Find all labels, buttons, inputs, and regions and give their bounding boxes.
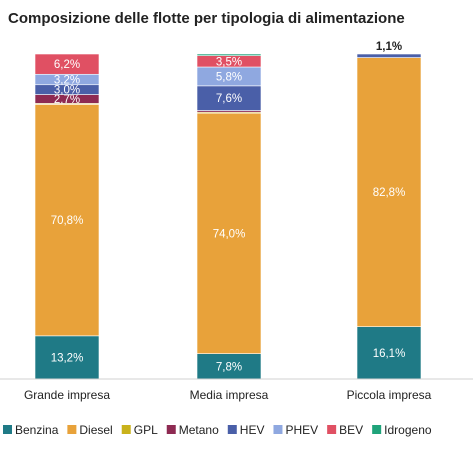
legend-item-phev: PHEV (273, 423, 318, 437)
legend-label-bev: BEV (339, 423, 363, 437)
legend-label-diesel: Diesel (79, 423, 112, 437)
x-tick-label-media-impresa: Media impresa (190, 388, 269, 402)
data-label-grande-impresa-benzina: 13,2% (51, 352, 84, 364)
bars-group: 13,2% 70,8% 2,7%3,0%3,2% 6,2% 7,8% 74,0% 7,6% 5… (34, 41, 422, 380)
bar-media-impresa-hev (196, 85, 262, 111)
legend-swatch-diesel (67, 425, 77, 434)
data-label-grande-impresa-bev: 6,2% (54, 59, 80, 71)
legend-label-gpl: GPL (134, 423, 158, 437)
data-label-media-impresa-phev: 5,8% (216, 71, 242, 83)
data-label-media-impresa-diesel: 74,0% (213, 228, 246, 240)
data-label-piccola-impresa-hev: 1,1% (376, 41, 402, 53)
x-tick-label-piccola-impresa: Piccola impresa (347, 388, 432, 402)
legend-label-hev: HEV (240, 423, 265, 437)
legend-swatch-phev (273, 425, 283, 434)
data-label-grande-impresa-hev: 3,0% (54, 85, 80, 97)
chart-title: Composizione delle flotte per tipologia … (8, 10, 405, 27)
bar-piccola-impresa-diesel (356, 57, 422, 327)
data-label-media-impresa-benzina: 7,8% (216, 361, 242, 373)
data-label-grande-impresa-diesel: 70,8% (51, 215, 84, 227)
legend-item-gpl: GPL (121, 423, 158, 437)
legend-label-phev: PHEV (285, 423, 318, 437)
legend-swatch-idrogeno (372, 425, 382, 434)
bar-media-impresa-diesel (196, 112, 262, 354)
bar-piccola-impresa-hev (356, 53, 422, 58)
data-label-grande-impresa-phev: 3,2% (54, 75, 80, 87)
bar-grande-impresa-bev (34, 53, 100, 75)
legend-label-metano: Metano (179, 423, 219, 437)
legend-swatch-metano (166, 425, 176, 434)
legend-swatch-bev (327, 425, 337, 434)
legend-swatch-benzina (3, 425, 12, 434)
legend-swatch-hev (227, 425, 237, 434)
bar-grande-impresa-benzina (34, 335, 100, 380)
bar-media-impresa-benzina (196, 353, 262, 380)
legend-label-benzina: Benzina (15, 423, 59, 437)
data-label-piccola-impresa-benzina: 16,1% (373, 348, 406, 360)
data-label-piccola-impresa-diesel: 82,8% (373, 187, 406, 199)
legend-swatch-gpl (121, 425, 131, 434)
legend-label-idrogeno: Idrogeno (384, 423, 432, 437)
data-label-grande-impresa-metano: 2,7% (54, 94, 80, 106)
bar-media-impresa-idrogeno (196, 53, 262, 56)
data-label-media-impresa-hev: 7,6% (216, 93, 242, 105)
legend-item-diesel: Diesel (67, 423, 113, 437)
legend: Benzina Diesel GPL Metano HEV PHEV BEV Idrogeno (3, 423, 432, 437)
legend-item-idrogeno: Idrogeno (372, 423, 432, 437)
legend-item-hev: HEV (227, 423, 265, 437)
legend-item-bev: BEV (327, 423, 363, 437)
x-axis-labels: Grande impresa Media impresa Piccola impre… (24, 388, 432, 402)
x-tick-label-grande-impresa: Grande impresa (24, 388, 110, 402)
legend-item-benzina: Benzina (3, 423, 59, 437)
bar-grande-impresa-diesel (34, 104, 100, 337)
data-label-media-impresa-bev: 3,5% (216, 56, 242, 68)
legend-item-metano: Metano (166, 423, 219, 437)
